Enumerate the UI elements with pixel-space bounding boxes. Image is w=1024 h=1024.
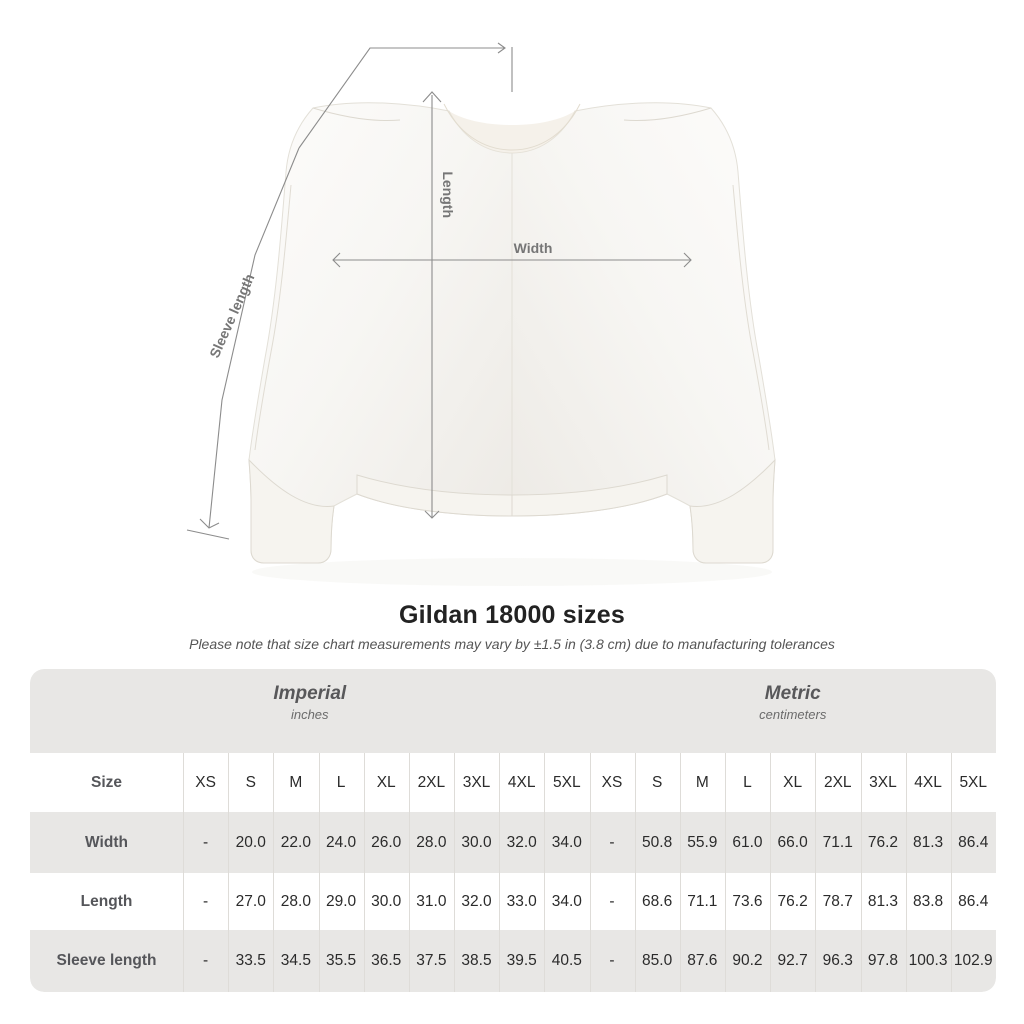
svg-text:Width: Width	[514, 240, 553, 256]
svg-text:Sleeve length: Sleeve length	[206, 271, 257, 360]
svg-text:Length: Length	[440, 171, 456, 218]
